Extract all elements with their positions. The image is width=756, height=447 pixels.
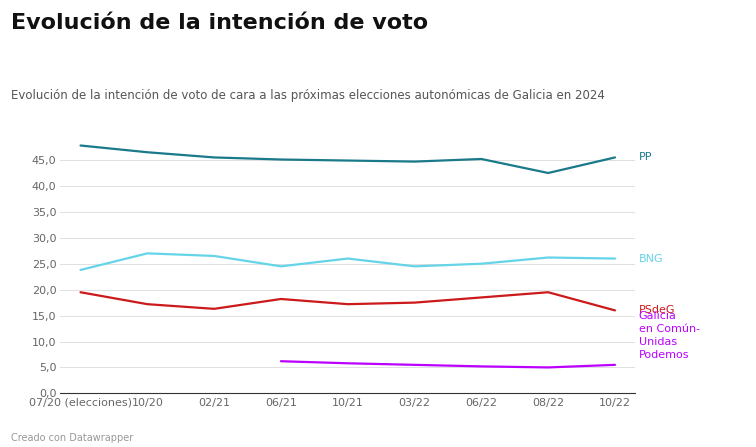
Text: Galicia
en Común-
Unidas
Podemos: Galicia en Común- Unidas Podemos	[639, 311, 700, 360]
Text: PP: PP	[639, 152, 652, 162]
Text: Evolución de la intención de voto de cara a las próximas elecciones autonómicas : Evolución de la intención de voto de car…	[11, 89, 606, 102]
Text: PSdeG: PSdeG	[639, 305, 675, 316]
Text: Creado con Datawrapper: Creado con Datawrapper	[11, 433, 134, 443]
Text: BNG: BNG	[639, 253, 664, 264]
Text: Evolución de la intención de voto: Evolución de la intención de voto	[11, 13, 429, 34]
